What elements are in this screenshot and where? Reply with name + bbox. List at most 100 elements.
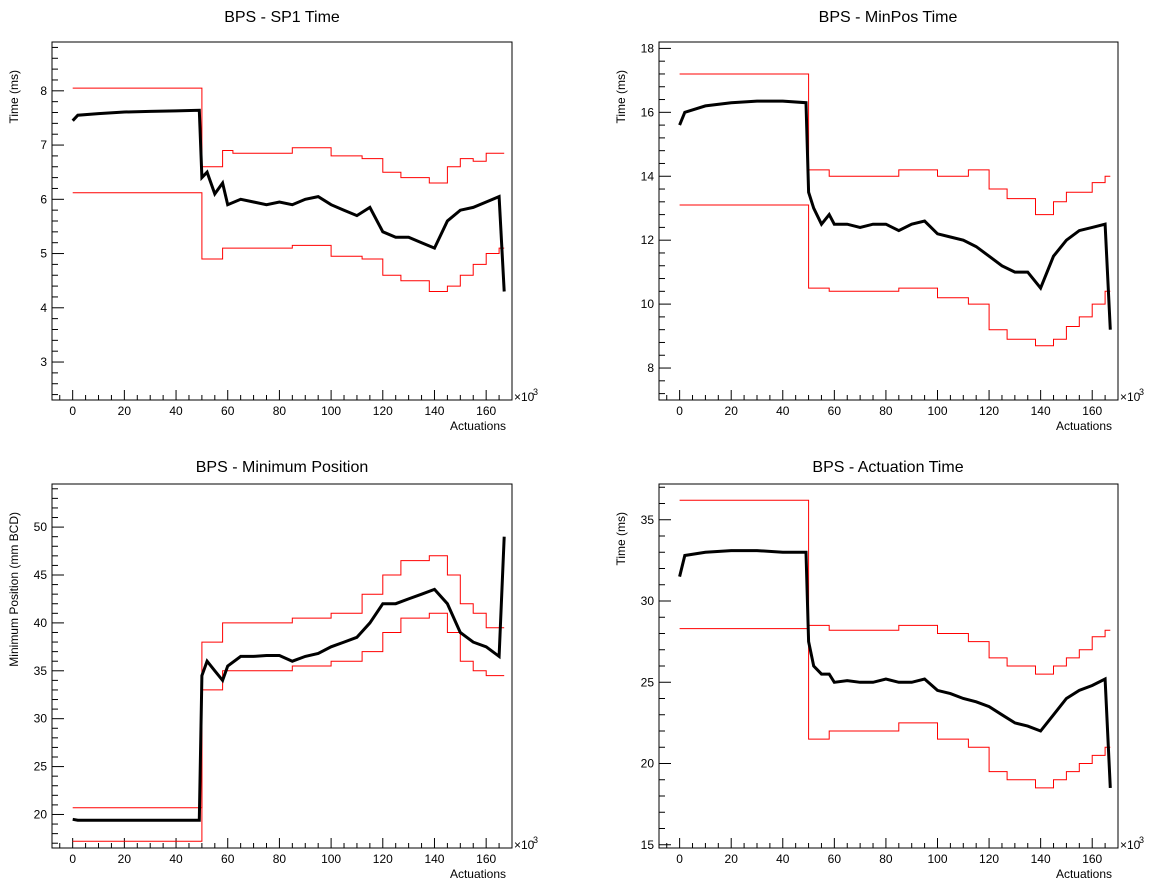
y-tick-label: 30 [34,712,48,726]
series-lower-limit [72,192,505,292]
chart-title: BPS - SP1 Time [224,9,340,26]
plot-frame [51,483,513,849]
x-axis-multiplier: ×10 [1120,838,1141,852]
chart-title: BPS - MinPos Time [819,9,958,26]
x-tick-label: 20 [118,852,132,866]
x-axis-multiplier: ×10 [514,390,535,404]
series-measured [71,108,506,292]
y-tick-label: 18 [641,41,655,55]
series-upper-limit [679,499,1111,675]
y-tick-label: 35 [641,513,655,527]
x-tick-label: 120 [373,404,393,418]
series-measured [678,549,1112,788]
x-axis-label: Actuations [450,867,506,881]
series-lower-limit [679,628,1111,789]
plot-frame [658,483,1119,849]
y-tick-label: 50 [34,520,48,534]
y-tick-label: 25 [34,760,48,774]
x-tick-label: 0 [69,404,76,418]
x-tick-label: 160 [1082,404,1102,418]
x-tick-label: 80 [273,404,287,418]
y-tick-label: 10 [641,297,655,311]
chart-panel-minpos: BPS - MinPos Time 0 20 40 60 80 100 120 140 160 8 1… [614,9,1144,433]
y-tick-label: 4 [40,301,47,315]
x-tick-label: 100 [321,852,341,866]
x-tick-label: 40 [776,852,790,866]
x-tick-label: 80 [273,852,287,866]
y-tick-label: 25 [641,675,655,689]
y-tick-label: 5 [40,247,47,261]
chart-panel-sp1: BPS - SP1 Time 0 20 40 60 80 100 120 140 160 3 4 5 6 7… [7,9,538,433]
y-tick-label: 45 [34,568,48,582]
x-axis-multiplier: ×10 [1120,390,1141,404]
y-tick-label: 20 [641,757,655,771]
x-tick-label: 20 [725,404,739,418]
series-group [678,499,1112,789]
x-axis-multiplier-exponent: 3 [533,387,538,397]
series-upper-limit [679,73,1111,216]
x-tick-label: 40 [169,852,183,866]
x-axis-label: Actuations [450,419,506,433]
y-tick-label: 8 [647,361,654,375]
y-tick-label: 6 [40,192,47,206]
y-tick-label: 40 [34,616,48,630]
series-upper-limit [72,555,505,809]
series-upper-limit [72,87,505,184]
x-axis-multiplier-exponent: 3 [1139,387,1144,397]
x-tick-label: 60 [828,404,842,418]
x-axis-label: Actuations [1056,419,1112,433]
y-tick-label: 3 [40,355,47,369]
series-measured [678,99,1112,330]
x-tick-label: 120 [979,852,999,866]
x-tick-label: 20 [118,404,132,418]
x-tick-label: 0 [676,852,683,866]
x-tick-label: 160 [476,852,496,866]
x-tick-label: 80 [879,404,893,418]
plot-frame [51,41,513,401]
x-tick-label: 120 [979,404,999,418]
series-group [72,536,506,842]
series-group [678,73,1112,347]
chart-title: BPS - Minimum Position [196,459,369,476]
x-tick-label: 140 [424,404,444,418]
series-lower-limit [72,612,505,842]
y-tick-label: 8 [40,84,47,98]
x-tick-label: 160 [1082,852,1102,866]
y-tick-label: 30 [641,594,655,608]
x-tick-label: 20 [725,852,739,866]
y-axis-label: Time (ms) [614,512,628,566]
y-axis-label: Minimum Position (mm BCD) [7,512,21,667]
x-tick-label: 160 [476,404,496,418]
chart-title: BPS - Actuation Time [812,459,963,476]
y-axis-label: Time (ms) [7,70,21,124]
x-tick-label: 60 [828,852,842,866]
x-tick-label: 60 [221,852,235,866]
x-tick-label: 100 [321,404,341,418]
x-tick-label: 100 [927,852,947,866]
x-tick-label: 0 [69,852,76,866]
series-measured [72,536,506,822]
x-tick-label: 0 [676,404,683,418]
x-tick-label: 80 [879,852,893,866]
x-axis-label: Actuations [1056,867,1112,881]
y-tick-label: 35 [34,664,48,678]
y-tick-label: 16 [641,105,655,119]
y-tick-label: 12 [641,233,655,247]
y-tick-label: 7 [40,138,47,152]
y-tick-label: 15 [641,838,655,852]
x-tick-label: 40 [776,404,790,418]
x-tick-label: 60 [221,404,235,418]
x-tick-label: 140 [1031,852,1051,866]
x-tick-label: 120 [373,852,393,866]
plot-frame [658,41,1119,401]
series-lower-limit [679,204,1111,347]
x-tick-label: 140 [424,852,444,866]
x-axis-multiplier-exponent: 3 [533,835,538,845]
chart-panel-actuation: BPS - Actuation Time 0 20 40 60 80 100 120 140 16… [614,459,1144,881]
series-group [71,87,506,292]
chart-panel-minposition: BPS - Minimum Position 0 20 40 60 80 100 120 140… [7,459,538,881]
x-tick-label: 100 [927,404,947,418]
x-axis-multiplier: ×10 [514,838,535,852]
x-tick-label: 140 [1031,404,1051,418]
